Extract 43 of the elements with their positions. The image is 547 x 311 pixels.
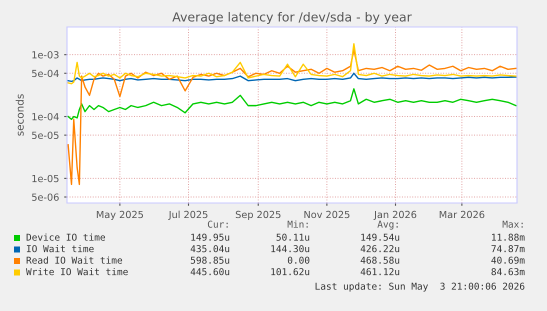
line-series	[67, 43, 517, 84]
y-tick-label: 1e-03	[32, 51, 59, 58]
x-tick-label: Jul 2025	[168, 210, 208, 220]
x-tick-label: Nov 2025	[304, 210, 350, 218]
text: Cur:	[208, 220, 228, 228]
text: 84.63m	[491, 268, 525, 276]
text: 426.22u	[360, 245, 400, 252]
legend-label: Read IO Wait time	[26, 256, 122, 264]
text: 149.54u	[361, 234, 400, 241]
text: 149.95u	[191, 234, 230, 241]
line-series	[67, 49, 517, 186]
line-series	[67, 72, 517, 82]
text: 11.88m	[492, 234, 525, 241]
y-tick-label: 1e-04	[32, 113, 59, 120]
text: 461.12u	[360, 268, 400, 276]
line-series	[67, 88, 517, 120]
text: Max:	[502, 220, 523, 228]
text: 0.00	[288, 256, 310, 264]
text: 144.30u	[271, 245, 310, 252]
chart-title: Average latency for /dev/sda - by year	[172, 12, 412, 24]
text: 50.11u	[276, 234, 310, 241]
x-tick-label: Mar 2026	[440, 210, 484, 218]
text: Min:	[288, 220, 308, 228]
y-tick-label: 5e-06	[32, 193, 59, 201]
y-tick-label: 5e-05	[32, 132, 59, 139]
text: 435.04u	[190, 245, 230, 252]
x-tick-label: May 2025	[96, 210, 143, 220]
y-tick-label: 1e-05	[32, 174, 59, 182]
y-axis-title: seconds	[16, 94, 24, 136]
x-tick-label: Jan 2026	[374, 210, 416, 220]
text: 598.85u	[190, 256, 230, 264]
text: Last update: Sun May 3 21:00:06 2026	[316, 282, 524, 292]
text: Avg:	[377, 220, 398, 230]
legend-label: IO Wait time	[26, 244, 94, 252]
legend-label: Write IO Wait time	[26, 268, 128, 276]
x-tick-label: Sep 2025	[236, 210, 280, 220]
text: 40.69m	[491, 256, 525, 264]
text: 468.58u	[360, 256, 400, 264]
y-tick-label: 5e-04	[32, 70, 59, 78]
text: 101.62u	[271, 268, 310, 276]
legend-label: Device IO time	[26, 233, 106, 241]
text: 74.87m	[492, 245, 525, 252]
text: 445.60u	[190, 268, 230, 276]
